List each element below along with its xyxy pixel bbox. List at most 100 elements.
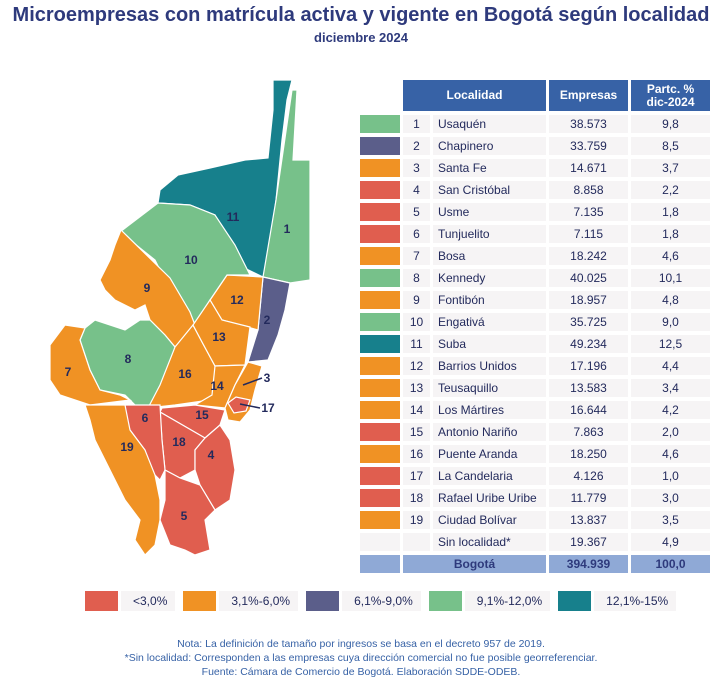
empresas-value: 8.858	[549, 181, 628, 199]
color-swatch	[360, 115, 400, 133]
participacion-value: 8,5	[631, 137, 710, 155]
participacion-value: 10,1	[631, 269, 710, 287]
participacion-value: 3,4	[631, 379, 710, 397]
data-table: Localidad Empresas Partc. % dic-2024 1 Us…	[357, 76, 713, 577]
localidad-name: Suba	[433, 335, 546, 353]
localidad-number: 15	[403, 423, 430, 441]
color-swatch	[360, 379, 400, 397]
table-row: 3 Santa Fe 14.671 3,7	[360, 159, 710, 177]
localidad-number: 9	[403, 291, 430, 309]
map-label: 12	[230, 293, 244, 307]
table-row: 14 Los Mártires 16.644 4,2	[360, 401, 710, 419]
localidad-name: Kennedy	[433, 269, 546, 287]
map-label: 14	[210, 379, 224, 393]
map-region-fontib-n	[99, 228, 196, 348]
total-empresas: 394.939	[549, 555, 628, 573]
map-label: 5	[181, 509, 188, 523]
localidad-number: 12	[403, 357, 430, 375]
participacion-value: 12,5	[631, 335, 710, 353]
map-label: 1	[284, 222, 291, 236]
localidad-name: Engativá	[433, 313, 546, 331]
participacion-value: 4,8	[631, 291, 710, 309]
table-row: 7 Bosa 18.242 4,6	[360, 247, 710, 265]
table-row: 13 Teusaquillo 13.583 3,4	[360, 379, 710, 397]
legend-item: 3,1%-6,0%	[183, 591, 299, 611]
empresas-value: 7.863	[549, 423, 628, 441]
color-swatch	[360, 423, 400, 441]
table-row: 19 Ciudad Bolívar 13.837 3,5	[360, 511, 710, 529]
color-swatch	[360, 269, 400, 287]
participacion-value: 2,2	[631, 181, 710, 199]
localidad-number: 10	[403, 313, 430, 331]
legend-item: <3,0%	[85, 591, 176, 611]
localidad-name: Sin localidad*	[433, 533, 546, 551]
empresas-value: 14.671	[549, 159, 628, 177]
empresas-value: 7.135	[549, 203, 628, 221]
color-swatch	[360, 225, 400, 243]
legend-swatch	[85, 591, 118, 611]
color-swatch	[360, 357, 400, 375]
color-swatch	[360, 335, 400, 353]
localidad-number: 7	[403, 247, 430, 265]
localidad-number: 6	[403, 225, 430, 243]
legend-label: 12,1%-15%	[594, 591, 677, 611]
table-row: 2 Chapinero 33.759 8,5	[360, 137, 710, 155]
table-row: 4 San Cristóbal 8.858 2,2	[360, 181, 710, 199]
color-swatch	[360, 445, 400, 463]
total-label: Bogotá	[403, 555, 546, 573]
table-row: 11 Suba 49.234 12,5	[360, 335, 710, 353]
localidad-number: 5	[403, 203, 430, 221]
note-definition: Nota: La definición de tamaño por ingres…	[177, 638, 545, 650]
empresas-value: 13.583	[549, 379, 628, 397]
localidad-number	[403, 533, 430, 551]
chart-title: Microempresas con matrícula activa y vig…	[12, 4, 710, 26]
table-row: 18 Rafael Uribe Uribe 11.779 3,0	[360, 489, 710, 507]
empresas-value: 18.250	[549, 445, 628, 463]
legend-item: 6,1%-9,0%	[306, 591, 421, 611]
localidad-number: 13	[403, 379, 430, 397]
notes: Nota: La definición de tamaño por ingres…	[0, 637, 722, 679]
legend-item: 9,1%-12,0%	[428, 591, 551, 611]
legend-label: 9,1%-12,0%	[464, 591, 551, 611]
empresas-value: 13.837	[549, 511, 628, 529]
empresas-value: 18.242	[549, 247, 628, 265]
legend-swatch	[428, 591, 462, 611]
localidad-name: Barrios Unidos	[433, 357, 546, 375]
localidad-name: Chapinero	[433, 137, 546, 155]
empresas-value: 49.234	[549, 335, 628, 353]
map-region-chapinero	[247, 276, 291, 363]
map-label: 6	[142, 411, 149, 425]
localidad-name: Rafael Uribe Uribe	[433, 489, 546, 507]
localidad-name: Los Mártires	[433, 401, 546, 419]
legend-label: <3,0%	[121, 591, 176, 611]
map-label: 17	[261, 401, 275, 415]
color-swatch	[360, 247, 400, 265]
map-label: 13	[212, 330, 226, 344]
localidad-name: Teusaquillo	[433, 379, 546, 397]
localidad-number: 1	[403, 115, 430, 133]
empresas-value: 18.957	[549, 291, 628, 309]
empresas-value: 16.644	[549, 401, 628, 419]
localidad-name: Usaquén	[433, 115, 546, 133]
map-label: 19	[120, 440, 134, 454]
map-label: 16	[178, 367, 192, 381]
map-label: 2	[264, 313, 271, 327]
localidad-number: 3	[403, 159, 430, 177]
table-row: 17 La Candelaria 4.126 1,0	[360, 467, 710, 485]
participacion-value: 4,9	[631, 533, 710, 551]
legend-swatch	[183, 591, 217, 611]
localidad-name: Bosa	[433, 247, 546, 265]
empresas-value: 19.367	[549, 533, 628, 551]
color-swatch	[360, 533, 400, 551]
legend-swatch	[558, 591, 592, 611]
empresas-value: 33.759	[549, 137, 628, 155]
localidad-number: 8	[403, 269, 430, 287]
participacion-value: 1,0	[631, 467, 710, 485]
map-region-usaqu-n	[262, 89, 311, 284]
legend: <3,0% 3,1%-6,0% 6,1%-9,0% 9,1%-12,0% 12,1%-1…	[85, 591, 684, 611]
table-row: 15 Antonio Nariño 7.863 2,0	[360, 423, 710, 441]
map-region-usme	[159, 469, 216, 556]
legend-label: 3,1%-6,0%	[219, 591, 299, 611]
table-row: 9 Fontibón 18.957 4,8	[360, 291, 710, 309]
